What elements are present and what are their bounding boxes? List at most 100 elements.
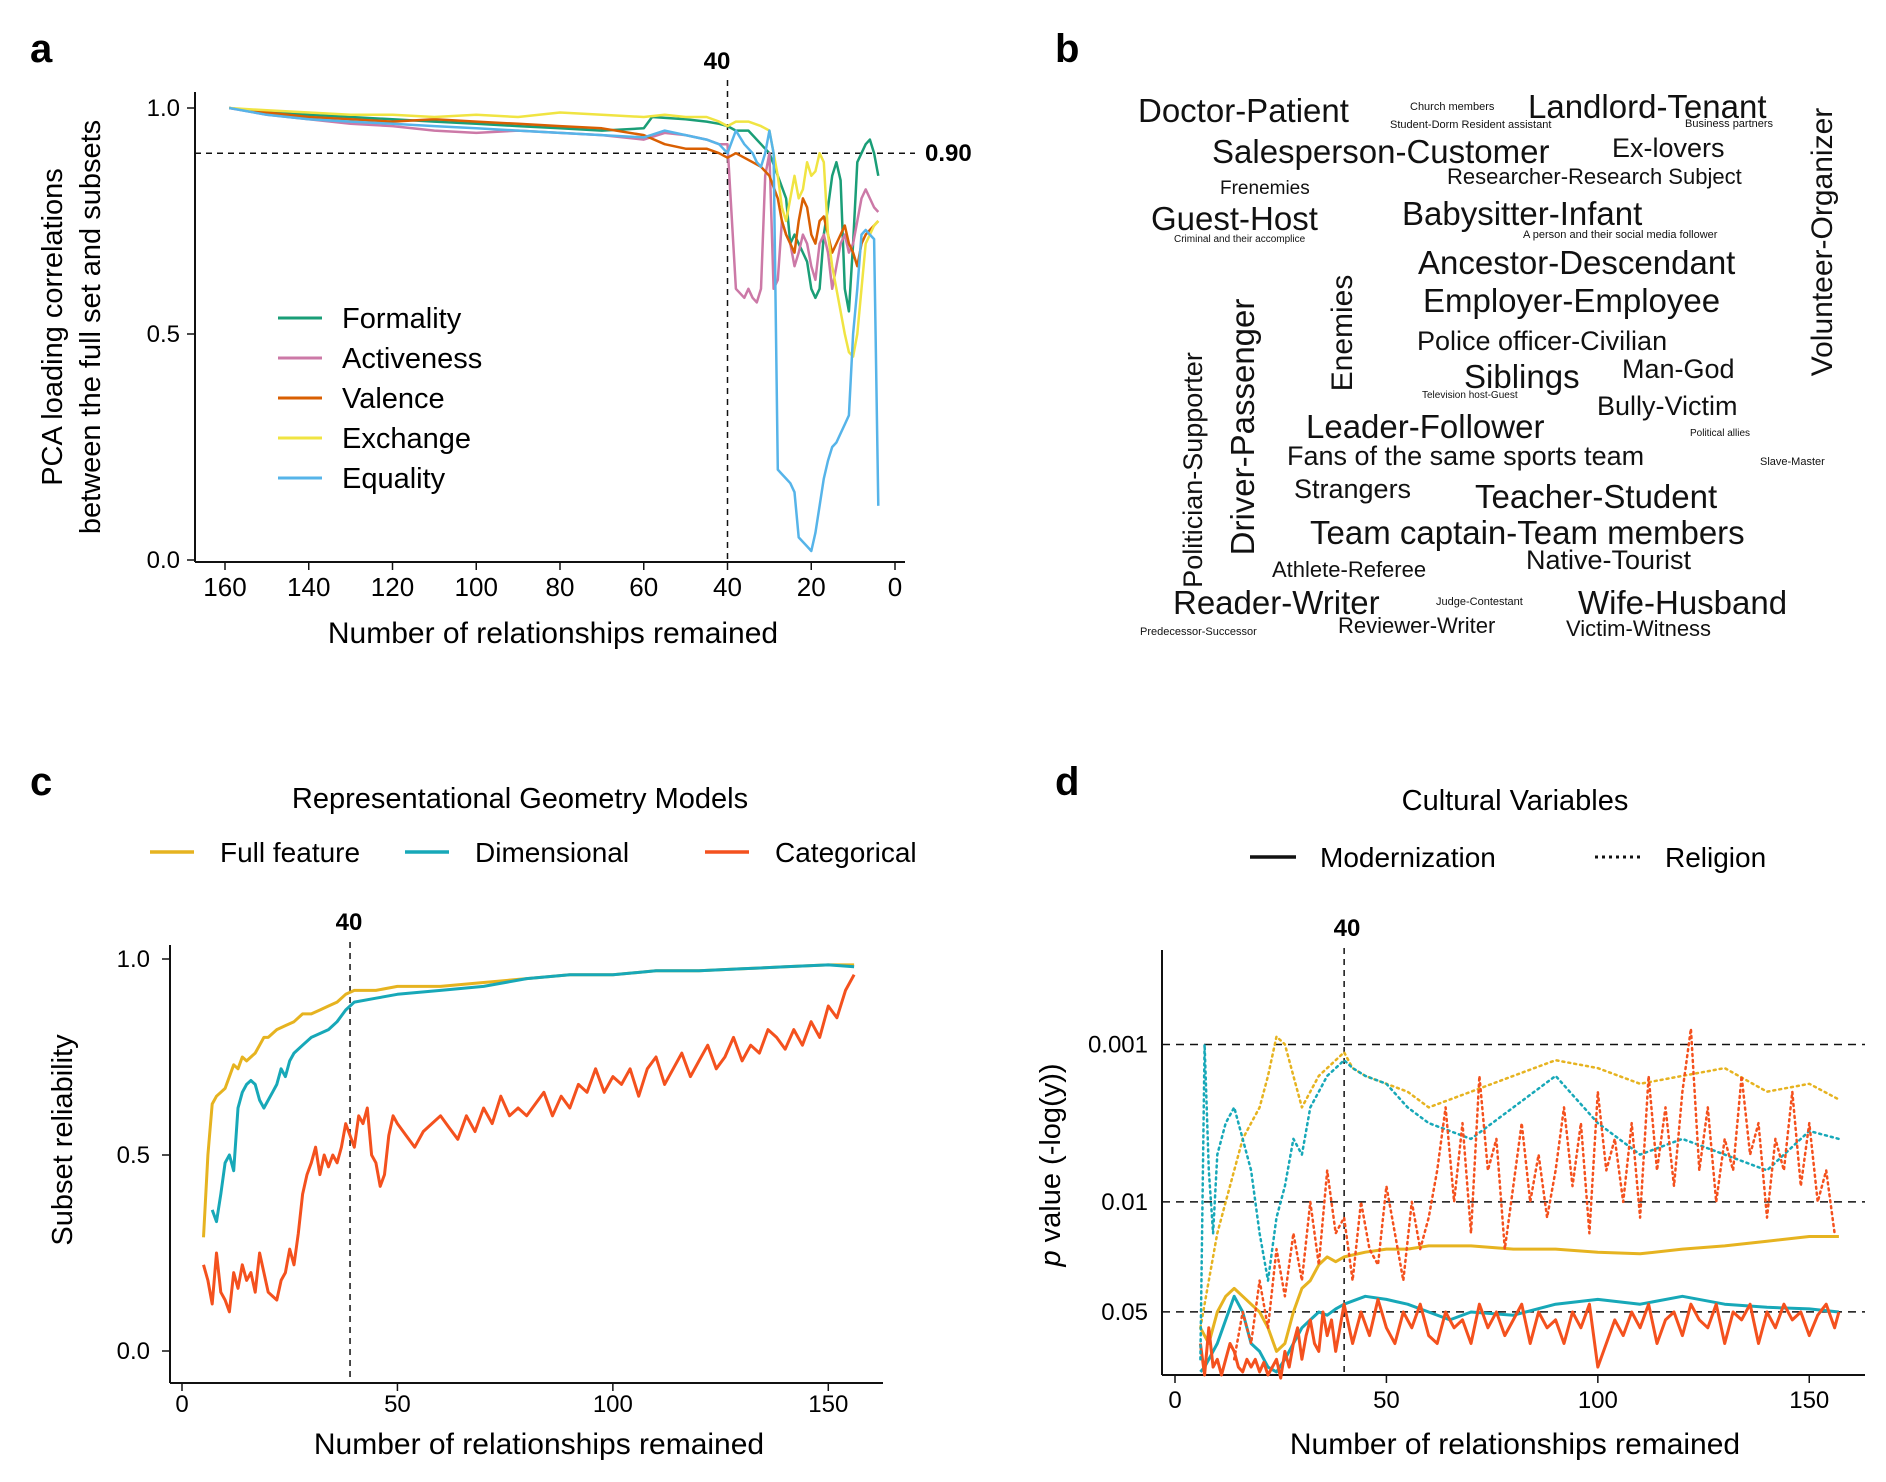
word-business-partners: Business partners xyxy=(1685,118,1774,130)
panel-d-y-axis-label-rest: value (-log(y)) xyxy=(1035,1063,1067,1250)
panel-c-legend-label-categorical: Categorical xyxy=(775,837,917,868)
panel-d-series-full-feature-religion xyxy=(1199,1035,1841,1330)
panel-c-y-tick-label: 1.0 xyxy=(117,946,150,973)
word-judge-contestant: Judge-Contestant xyxy=(1436,596,1523,608)
panel-c-vline-label: 40 xyxy=(336,909,363,936)
word-bully-victim: Bully-Victim xyxy=(1597,391,1738,421)
word-wife-husband: Wife-Husband xyxy=(1578,584,1787,621)
word-television-host-guest: Television host-Guest xyxy=(1422,390,1518,401)
panel-c-chart: Representational Geometry Models Full fe… xyxy=(47,783,917,1461)
panel-d-y-tick-label: 0.01 xyxy=(1101,1189,1148,1216)
panel-a-legend-label-valence: Valence xyxy=(342,383,445,415)
word-native-tourist: Native-Tourist xyxy=(1526,545,1692,575)
word-babysitter-infant: Babysitter-Infant xyxy=(1402,195,1642,232)
panel-c-series-dimensional xyxy=(210,963,855,1224)
panel-d-legend: Modernization Religion xyxy=(1250,842,1766,873)
panel-d-series-categorical-modernization xyxy=(1198,1297,1841,1380)
panel-a-y-tick-label: 0.5 xyxy=(147,321,180,348)
panel-a-x-tick-label: 20 xyxy=(797,572,826,602)
word-reader-writer: Reader-Writer xyxy=(1173,584,1380,621)
word-siblings: Siblings xyxy=(1464,358,1580,395)
word-slave-master: Slave-Master xyxy=(1760,456,1825,468)
word-employer-employee: Employer-Employee xyxy=(1423,282,1720,319)
panel-a-x-tick-label: 100 xyxy=(455,572,498,602)
word-landlord-tenant: Landlord-Tenant xyxy=(1528,88,1767,125)
panel-a-legend-label-activeness: Activeness xyxy=(342,343,482,375)
panel-a-series-exchange xyxy=(229,106,880,358)
panel-d-y-tick-label: 0.001 xyxy=(1088,1031,1148,1058)
panel-c-x-tick-label: 150 xyxy=(808,1391,848,1418)
word-politician-supporter: Politician-Supporter xyxy=(1178,352,1208,588)
word-driver-passenger: Driver-Passenger xyxy=(1224,299,1261,556)
word-guest-host: Guest-Host xyxy=(1151,200,1318,237)
panel-a-x-tick-label: 0 xyxy=(888,572,902,602)
panel-label-b: b xyxy=(1055,27,1079,71)
panel-d-x-axis-label: Number of relationships remained xyxy=(1290,1428,1740,1461)
word-reviewer-writer: Reviewer-Writer xyxy=(1338,613,1495,638)
word-athlete-referee: Athlete-Referee xyxy=(1272,557,1426,582)
panel-a-series-formality xyxy=(229,106,880,313)
panel-a-x-tick-label: 60 xyxy=(629,572,658,602)
word-student-dorm-resident-assistant: Student-Dorm Resident assistant xyxy=(1390,119,1551,131)
panel-d-x-tick-label: 100 xyxy=(1578,1387,1618,1414)
panel-a-legend-label-equality: Equality xyxy=(342,463,446,495)
word-victim-witness: Victim-Witness xyxy=(1566,616,1711,641)
panel-d-series-full-feature-modernization xyxy=(1199,1235,1839,1353)
word-criminal-and-their-accomplice: Criminal and their accomplice xyxy=(1174,234,1306,245)
panel-a-x-tick-label: 80 xyxy=(546,572,575,602)
panel-c-x-tick-label: 100 xyxy=(593,1391,633,1418)
word-teacher-student: Teacher-Student xyxy=(1475,478,1717,515)
word-frenemies: Frenemies xyxy=(1220,178,1310,199)
panel-a-x-tick-label: 140 xyxy=(287,572,330,602)
panel-a-legend: Formality Activeness Valence Exchange Equali… xyxy=(278,303,482,495)
panel-c-y-axis-label: Subset reliability xyxy=(47,1034,79,1246)
panel-label-d: d xyxy=(1055,760,1079,804)
panel-d-y-tick-label: 0.05 xyxy=(1101,1299,1148,1326)
word-salesperson-customer: Salesperson-Customer xyxy=(1212,133,1549,170)
panel-a-legend-label-exchange: Exchange xyxy=(342,423,471,455)
panel-b-wordcloud: Doctor-Patient Church members Student-Dorm… xyxy=(1138,88,1839,641)
panel-c-y-tick-label: 0.0 xyxy=(117,1338,150,1365)
panel-d-y-axis-label: p value (-log(y)) xyxy=(1035,1063,1067,1267)
word-ex-lovers: Ex-lovers xyxy=(1612,133,1725,163)
panel-d-y-axis-label-italic: p xyxy=(1035,1250,1067,1267)
panel-a-legend-label-formality: Formality xyxy=(342,303,462,335)
word-man-god: Man-God xyxy=(1622,354,1735,384)
panel-d-series-dimensional-modernization xyxy=(1199,1294,1840,1374)
panel-d-series-dimensional-religion xyxy=(1199,1043,1841,1361)
word-strangers: Strangers xyxy=(1294,474,1411,504)
panel-c-series-categorical xyxy=(202,973,856,1314)
word-predecessor-successor: Predecessor-Successor xyxy=(1140,626,1257,638)
word-enemies: Enemies xyxy=(1326,275,1359,392)
panel-a-y-axis-label-line1: PCA loading correlations xyxy=(37,168,69,486)
word-church-members: Church members xyxy=(1410,101,1495,113)
panel-d-x-tick-label: 50 xyxy=(1373,1387,1400,1414)
panel-c-legend: Full feature Dimensional Categorical xyxy=(150,837,917,868)
word-ancestor-descendant: Ancestor-Descendant xyxy=(1418,244,1735,281)
panel-c-legend-label-dimensional: Dimensional xyxy=(475,837,629,868)
panel-c-legend-label-full-feature: Full feature xyxy=(220,837,360,868)
word-doctor-patient: Doctor-Patient xyxy=(1138,92,1349,129)
panel-c-title: Representational Geometry Models xyxy=(292,783,748,815)
word-researcher-research-subject: Researcher-Research Subject xyxy=(1447,164,1742,189)
word-leader-follower: Leader-Follower xyxy=(1306,408,1544,445)
panel-label-c: c xyxy=(30,760,52,804)
panel-a-vline-label: 40 xyxy=(704,48,731,75)
panel-d-vline-label: 40 xyxy=(1334,915,1361,942)
panel-d-chart: Cultural Variables Modernization Religion… xyxy=(1035,785,1865,1461)
panel-a-x-tick-label: 160 xyxy=(203,572,246,602)
word-police-officer-civilian: Police officer-Civilian xyxy=(1417,326,1667,356)
panel-c-y-tick-label: 0.5 xyxy=(117,1142,150,1169)
panel-a-x-tick-label: 120 xyxy=(371,572,414,602)
panel-a-x-tick-label: 40 xyxy=(713,572,742,602)
word-political-allies: Political allies xyxy=(1690,428,1750,439)
panel-c-x-axis-label: Number of relationships remained xyxy=(314,1428,764,1461)
panel-c-x-tick-label: 50 xyxy=(384,1391,411,1418)
panel-a-y-tick-label: 0.0 xyxy=(147,547,180,574)
word-team-captain-team-members: Team captain-Team members xyxy=(1310,514,1745,551)
panel-a-chart: 160 140 120 100 80 60 40 20 0 1.0 0.5 0.0 40 0.90 N… xyxy=(37,48,972,650)
word-fans-of-the-same-sports-team: Fans of the same sports team xyxy=(1287,441,1644,471)
panel-d-legend-label-religion: Religion xyxy=(1665,842,1766,873)
word-volunteer-organizer: Volunteer-Organizer xyxy=(1806,108,1839,376)
